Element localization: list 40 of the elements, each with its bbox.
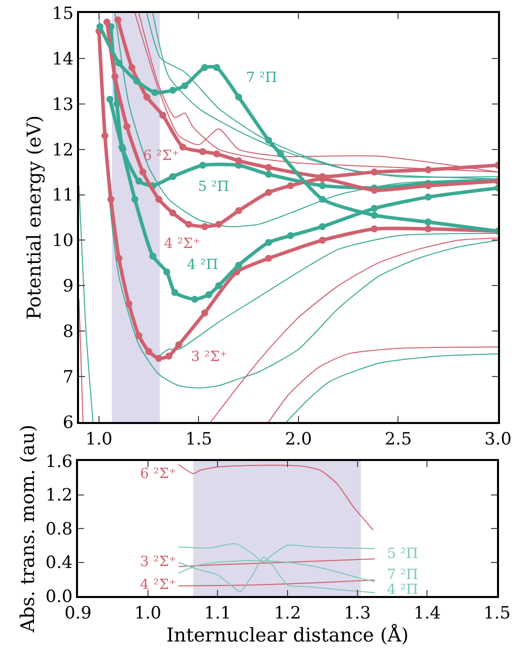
y-tick-label: 15 — [52, 4, 74, 24]
x-tick-label: 1.0 — [134, 603, 162, 624]
series-label: 7 ²Π — [387, 567, 418, 583]
y-tick-label: 6 — [62, 412, 74, 433]
x-tick-label: 2.5 — [384, 429, 412, 450]
y-axis-title: Abs. trans. mom. (au) — [16, 424, 39, 634]
series-label: 5 ²Π — [387, 546, 418, 562]
series-label: 4 ²Π — [387, 582, 418, 598]
x-tick-label: 3.0 — [484, 429, 512, 450]
series-label: 7 ²Π — [246, 70, 278, 86]
x-axis-title: Internuclear distance (Å) — [166, 624, 409, 647]
series-label: 5 ²Π — [198, 179, 230, 195]
y-tick-label: 11 — [52, 186, 74, 206]
y-tick-label: 13 — [52, 94, 74, 115]
y-tick-label: 1.2 — [46, 486, 73, 506]
series-label: 3 ²Σ⁺ — [140, 554, 176, 570]
x-tick-label: 1.5 — [185, 429, 212, 450]
y-tick-label: 14 — [52, 49, 74, 70]
y-tick-label: 0.4 — [46, 553, 73, 574]
y-tick-label: 12 — [52, 140, 74, 160]
y-tick-label: 8 — [62, 322, 74, 342]
series-label: 3 ²Σ⁺ — [191, 349, 228, 365]
x-tick-label: 1.1 — [204, 603, 232, 624]
y-tick-label: 1.6 — [46, 452, 73, 472]
series-label: 4 ²Σ⁺ — [164, 236, 200, 252]
x-tick-label: 1.2 — [274, 603, 302, 624]
x-tick-label: 1.0 — [85, 429, 112, 450]
x-tick-label: 1.3 — [344, 603, 371, 624]
series-label: 6 ²Σ⁺ — [140, 466, 176, 482]
y-tick-label: 10 — [52, 231, 74, 252]
series-label: 6 ²Σ⁺ — [143, 148, 180, 164]
y-axis-title: Potential energy (eV) — [23, 115, 46, 320]
series-label: 4 ²Π — [187, 257, 218, 273]
y-tick-label: 9 — [62, 276, 74, 297]
x-tick-label: 1.4 — [414, 603, 441, 624]
x-tick-label: 2.0 — [284, 429, 312, 450]
x-tick-label: 1.5 — [483, 603, 511, 624]
y-tick-label: 0.8 — [46, 519, 73, 540]
series-label: 4 ²Σ⁺ — [140, 577, 176, 593]
y-tick-label: 7 — [62, 368, 74, 388]
